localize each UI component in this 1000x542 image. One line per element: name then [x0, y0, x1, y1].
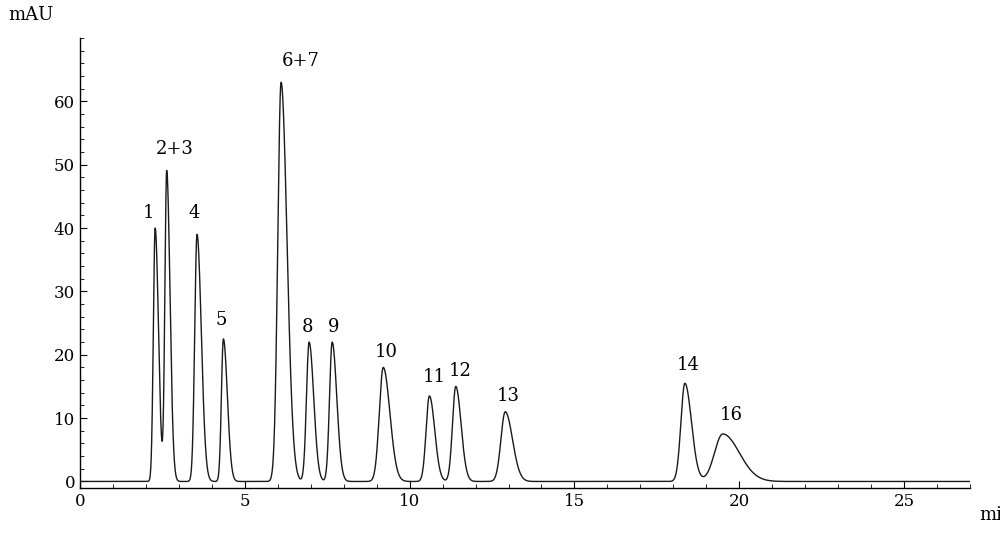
Text: 11: 11	[423, 369, 446, 386]
Text: 16: 16	[719, 406, 742, 424]
Text: 2+3: 2+3	[156, 140, 194, 158]
Text: 13: 13	[497, 388, 520, 405]
Text: 5: 5	[216, 312, 227, 330]
Text: 4: 4	[189, 204, 200, 222]
Y-axis label: mAU: mAU	[8, 7, 54, 24]
Text: 6+7: 6+7	[282, 51, 320, 69]
Text: 10: 10	[375, 343, 398, 361]
Text: 9: 9	[328, 318, 339, 335]
X-axis label: min: min	[979, 506, 1000, 524]
Text: 8: 8	[302, 318, 313, 335]
Text: 12: 12	[449, 362, 472, 380]
Text: 1: 1	[143, 204, 154, 222]
Text: 14: 14	[677, 356, 700, 374]
